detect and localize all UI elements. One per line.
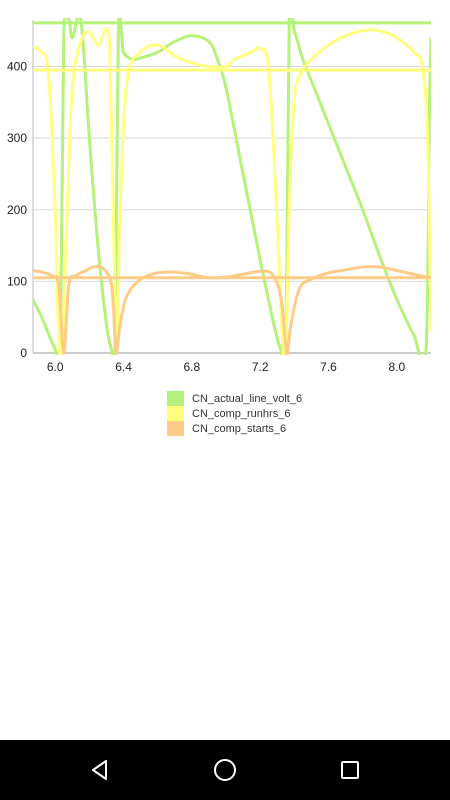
y-tick-label: 0 bbox=[20, 346, 27, 360]
legend-swatch-starts bbox=[167, 421, 184, 436]
series-line bbox=[33, 265, 431, 355]
y-tick-label: 100 bbox=[7, 274, 27, 288]
y-tick-label: 400 bbox=[7, 60, 27, 74]
x-tick-label: 7.6 bbox=[320, 360, 337, 374]
legend-swatch-line-volt bbox=[167, 391, 184, 406]
legend-swatch-runhrs bbox=[167, 406, 184, 421]
legend-item-runhrs: CN_comp_runhrs_6 bbox=[167, 406, 302, 421]
x-tick-label: 6.0 bbox=[47, 360, 64, 374]
back-triangle-icon bbox=[92, 760, 107, 780]
line-chart: 0 100 200 300 400 6.0 6.4 6.8 7.2 7.6 8.0 bbox=[0, 0, 450, 380]
x-tick-label: 7.2 bbox=[252, 360, 269, 374]
x-tick-label: 6.8 bbox=[184, 360, 201, 374]
series-line bbox=[33, 26, 431, 355]
home-button[interactable] bbox=[195, 740, 255, 800]
x-tick-label: 8.0 bbox=[388, 360, 405, 374]
legend-label-line-volt: CN_actual_line_volt_6 bbox=[192, 392, 303, 405]
legend-item-line-volt: CN_actual_line_volt_6 bbox=[167, 391, 302, 406]
recents-button[interactable] bbox=[320, 740, 380, 800]
legend-label-runhrs: CN_comp_runhrs_6 bbox=[192, 407, 291, 420]
back-button[interactable] bbox=[70, 740, 130, 800]
x-tick-label: 6.4 bbox=[115, 360, 132, 374]
chart-legend: CN_actual_line_volt_6 CN_comp_runhrs_6 C… bbox=[167, 391, 302, 436]
y-tick-label: 300 bbox=[7, 131, 27, 145]
y-tick-label: 200 bbox=[7, 203, 27, 217]
legend-item-starts: CN_comp_starts_6 bbox=[167, 421, 302, 436]
series-line bbox=[33, 18, 431, 355]
navigation-bar bbox=[0, 740, 450, 800]
recents-square-icon bbox=[341, 761, 359, 779]
home-circle-icon bbox=[214, 759, 236, 781]
chart-svg: 0 100 200 300 400 6.0 6.4 6.8 7.2 7.6 8.0 bbox=[7, 18, 431, 374]
legend-label-starts: CN_comp_starts_6 bbox=[192, 422, 287, 435]
